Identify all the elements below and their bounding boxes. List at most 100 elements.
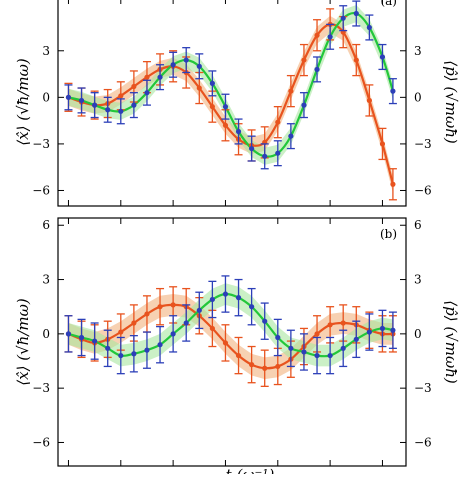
data-point <box>222 104 229 110</box>
data-point <box>65 331 72 337</box>
data-point <box>170 302 176 308</box>
y-right-tick-label: 3 <box>414 273 422 287</box>
data-point <box>327 322 333 328</box>
data-point <box>118 93 124 99</box>
data-point <box>379 325 386 332</box>
plot-area <box>64 0 397 201</box>
data-point <box>131 320 137 326</box>
data-point <box>353 336 359 342</box>
data-point <box>105 345 111 351</box>
data-point <box>209 296 215 303</box>
axes-frame <box>57 217 407 467</box>
data-point <box>262 153 268 159</box>
axes-frame <box>57 0 407 207</box>
y-right-tick-label: 3 <box>414 44 422 58</box>
y-tick-label: 0 <box>42 327 50 341</box>
data-point <box>209 80 215 86</box>
y-axis-label: ⟨x̂⟩ (√ħ/mω) <box>14 58 32 146</box>
data-point <box>390 181 396 187</box>
data-point <box>196 85 202 91</box>
data-point <box>288 133 294 139</box>
data-point <box>288 88 294 94</box>
data-point <box>340 320 346 326</box>
data-point <box>262 365 268 371</box>
data-point <box>314 331 320 337</box>
data-point <box>390 327 396 333</box>
y-right-tick-label: 0 <box>414 327 422 341</box>
y-tick-label: 3 <box>42 273 50 287</box>
y-tick-label: −3 <box>32 381 50 395</box>
y-tick-label: 3 <box>42 44 50 58</box>
data-point <box>379 141 386 147</box>
data-point <box>131 351 137 357</box>
data-point <box>235 352 242 359</box>
data-point <box>196 307 202 313</box>
data-point <box>183 57 189 63</box>
data-point <box>275 363 281 370</box>
panel-a: −6 −3 0 3 −6 −3 0 3 (a) ⟨x̂⟩ (√ħ/mω) ⟨p̂⟩ (√mωħ) <box>14 0 460 207</box>
data-point <box>144 347 150 353</box>
data-point <box>118 329 124 335</box>
data-point <box>275 119 281 125</box>
data-point <box>301 349 307 355</box>
panel-label: (b) <box>380 227 397 241</box>
data-point <box>209 104 215 110</box>
panel-label: (a) <box>380 0 397 8</box>
confidence-band-1 <box>68 283 393 367</box>
plot-area <box>64 275 397 388</box>
confidence-band-0 <box>68 294 393 380</box>
y-tick-label: −6 <box>32 435 50 449</box>
data-point <box>118 108 124 114</box>
data-point <box>314 352 320 359</box>
data-point <box>275 150 281 156</box>
data-point <box>92 102 98 108</box>
data-point <box>314 32 320 38</box>
data-point <box>92 338 98 344</box>
data-point <box>249 362 255 368</box>
y-tick-label: 0 <box>42 90 50 104</box>
data-point <box>366 97 372 104</box>
y-right-tick-label: −3 <box>414 381 432 395</box>
y-axis-label: ⟨x̂⟩ (√ħ/mω) <box>14 298 32 386</box>
data-point <box>235 128 242 135</box>
y-right-tick-label: −6 <box>414 435 432 449</box>
data-point <box>170 62 176 68</box>
data-point <box>131 83 137 90</box>
data-point <box>157 342 163 348</box>
y-tick-label: −6 <box>32 183 50 197</box>
data-point <box>118 352 124 359</box>
y-tick-label: −3 <box>32 137 50 151</box>
data-point <box>65 94 72 100</box>
data-point <box>301 102 307 108</box>
confidence-band-1 <box>68 5 393 165</box>
data-point <box>235 295 242 301</box>
data-point <box>288 345 294 351</box>
y-right-axis-label: ⟨p̂⟩ (√mωħ) <box>442 60 460 144</box>
data-point <box>262 318 268 324</box>
data-point <box>301 57 307 63</box>
data-point <box>340 15 346 21</box>
x-axis-label: t (ω⁻¹) <box>226 466 275 474</box>
data-point <box>275 334 281 341</box>
data-point <box>131 102 137 108</box>
data-point <box>390 88 396 94</box>
data-point <box>183 320 189 326</box>
y-right-tick-label: −3 <box>414 137 432 151</box>
data-point <box>170 331 176 337</box>
data-point <box>353 57 359 63</box>
data-point <box>209 325 215 332</box>
data-point <box>314 66 320 73</box>
data-point <box>144 90 150 96</box>
data-point <box>78 97 85 104</box>
data-point <box>105 107 111 113</box>
data-point <box>144 311 150 317</box>
data-point <box>78 334 85 341</box>
y-right-tick-label: 6 <box>414 218 422 232</box>
data-point <box>222 122 229 128</box>
data-point <box>327 34 333 40</box>
data-point <box>144 74 150 80</box>
data-point <box>222 340 229 346</box>
